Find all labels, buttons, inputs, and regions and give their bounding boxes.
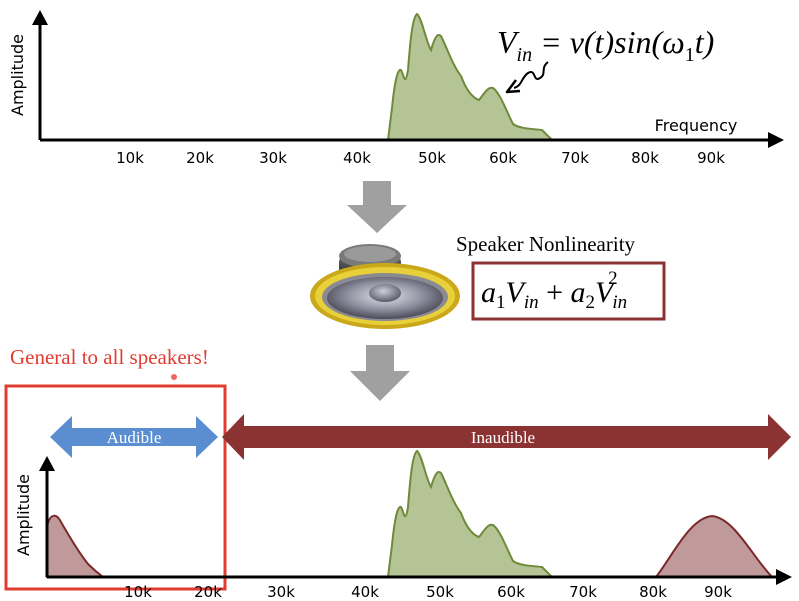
top-tick-60k: 60k xyxy=(489,149,517,167)
formula-omega: ω xyxy=(662,24,685,60)
inaudible-band-arrow xyxy=(222,414,791,460)
top-tick-30k: 30k xyxy=(259,149,287,167)
top-tick-70k: 70k xyxy=(561,149,589,167)
nonlinearity-formula-box xyxy=(471,261,666,321)
bottom-x-axis-arrowhead xyxy=(776,569,792,585)
bottom-tick-labels: 10k 20k 30k 40k 50k 60k 70k 80k 90k xyxy=(124,583,732,601)
bottom-tick-40k: 40k xyxy=(351,583,379,601)
top-chart: Amplitude Frequency 10k 20k 30k 40k 50k 60k 70… xyxy=(8,10,784,167)
bottom-tick-10k: 10k xyxy=(124,583,152,601)
bottom-tick-50k: 50k xyxy=(426,583,454,601)
bottom-signal-spectrum xyxy=(386,449,555,578)
top-tick-90k: 90k xyxy=(697,149,725,167)
nl-a1: a xyxy=(481,276,496,309)
audible-harmonic-lobe xyxy=(46,514,106,578)
formula-v-sub: in xyxy=(517,44,533,66)
nl-a1-sub: 1 xyxy=(496,292,506,313)
top-y-axis-label: Amplitude xyxy=(8,34,27,116)
nl-v2-sub: in xyxy=(612,292,627,313)
formula-v: V xyxy=(497,24,520,60)
bottom-tick-90k: 90k xyxy=(704,583,732,601)
nl-a2-sub: 2 xyxy=(586,292,596,313)
nl-v1-sub: in xyxy=(524,292,539,313)
top-x-axis-label: Frequency xyxy=(655,116,738,135)
audible-highlight-box xyxy=(4,384,227,591)
bottom-tick-30k: 30k xyxy=(267,583,295,601)
formula-pointer-arrowhead xyxy=(505,79,521,94)
audible-band-arrow xyxy=(50,416,218,458)
bottom-tick-80k: 80k xyxy=(639,583,667,601)
speaker-icon xyxy=(310,244,460,329)
top-tick-20k: 20k xyxy=(186,149,214,167)
nl-v1: V xyxy=(506,276,528,309)
formula-rhs-post: t) xyxy=(695,24,715,60)
bottom-y-axis-label: Amplitude xyxy=(14,474,33,556)
audible-label: Audible xyxy=(107,428,162,447)
top-signal-spectrum xyxy=(386,12,555,141)
down-arrow-lower xyxy=(350,345,410,401)
input-signal-formula: Vin = v(t)sin(ω1t) xyxy=(497,24,714,66)
bottom-y-axis-arrowhead xyxy=(39,456,55,471)
top-x-axis-arrowhead xyxy=(768,132,784,148)
high-harmonic-lobe xyxy=(653,514,775,578)
formula-rhs-pre: = v(t)sin( xyxy=(532,24,664,60)
bottom-tick-20k: 20k xyxy=(194,583,222,601)
top-tick-40k: 40k xyxy=(343,149,371,167)
formula-omega-sub: 1 xyxy=(685,44,695,66)
nl-a2: a xyxy=(571,276,586,309)
top-tick-80k: 80k xyxy=(631,149,659,167)
speaker-nonlinearity-title: Speaker Nonlinearity xyxy=(456,232,636,256)
nl-v2-sup: 2 xyxy=(608,268,618,289)
bottom-tick-60k: 60k xyxy=(497,583,525,601)
cursor-dot xyxy=(171,374,177,380)
nl-plus: + xyxy=(539,276,571,309)
bottom-chart: Amplitude 10k 20k 30k 40k 50k 60k 70k 80k 90k xyxy=(14,449,792,601)
inaudible-label: Inaudible xyxy=(471,428,535,447)
general-note: General to all speakers! xyxy=(10,345,209,369)
bottom-tick-70k: 70k xyxy=(569,583,597,601)
nonlinearity-formula: a1Vin + a2Vin2 xyxy=(481,268,627,313)
nl-v2: V xyxy=(595,276,617,309)
formula-pointer-squiggle xyxy=(513,61,549,89)
top-y-axis-arrowhead xyxy=(32,10,48,25)
top-tick-10k: 10k xyxy=(116,149,144,167)
top-tick-50k: 50k xyxy=(418,149,446,167)
top-tick-labels: 10k 20k 30k 40k 50k 60k 70k 80k 90k xyxy=(116,149,725,167)
down-arrow-upper xyxy=(347,181,407,233)
